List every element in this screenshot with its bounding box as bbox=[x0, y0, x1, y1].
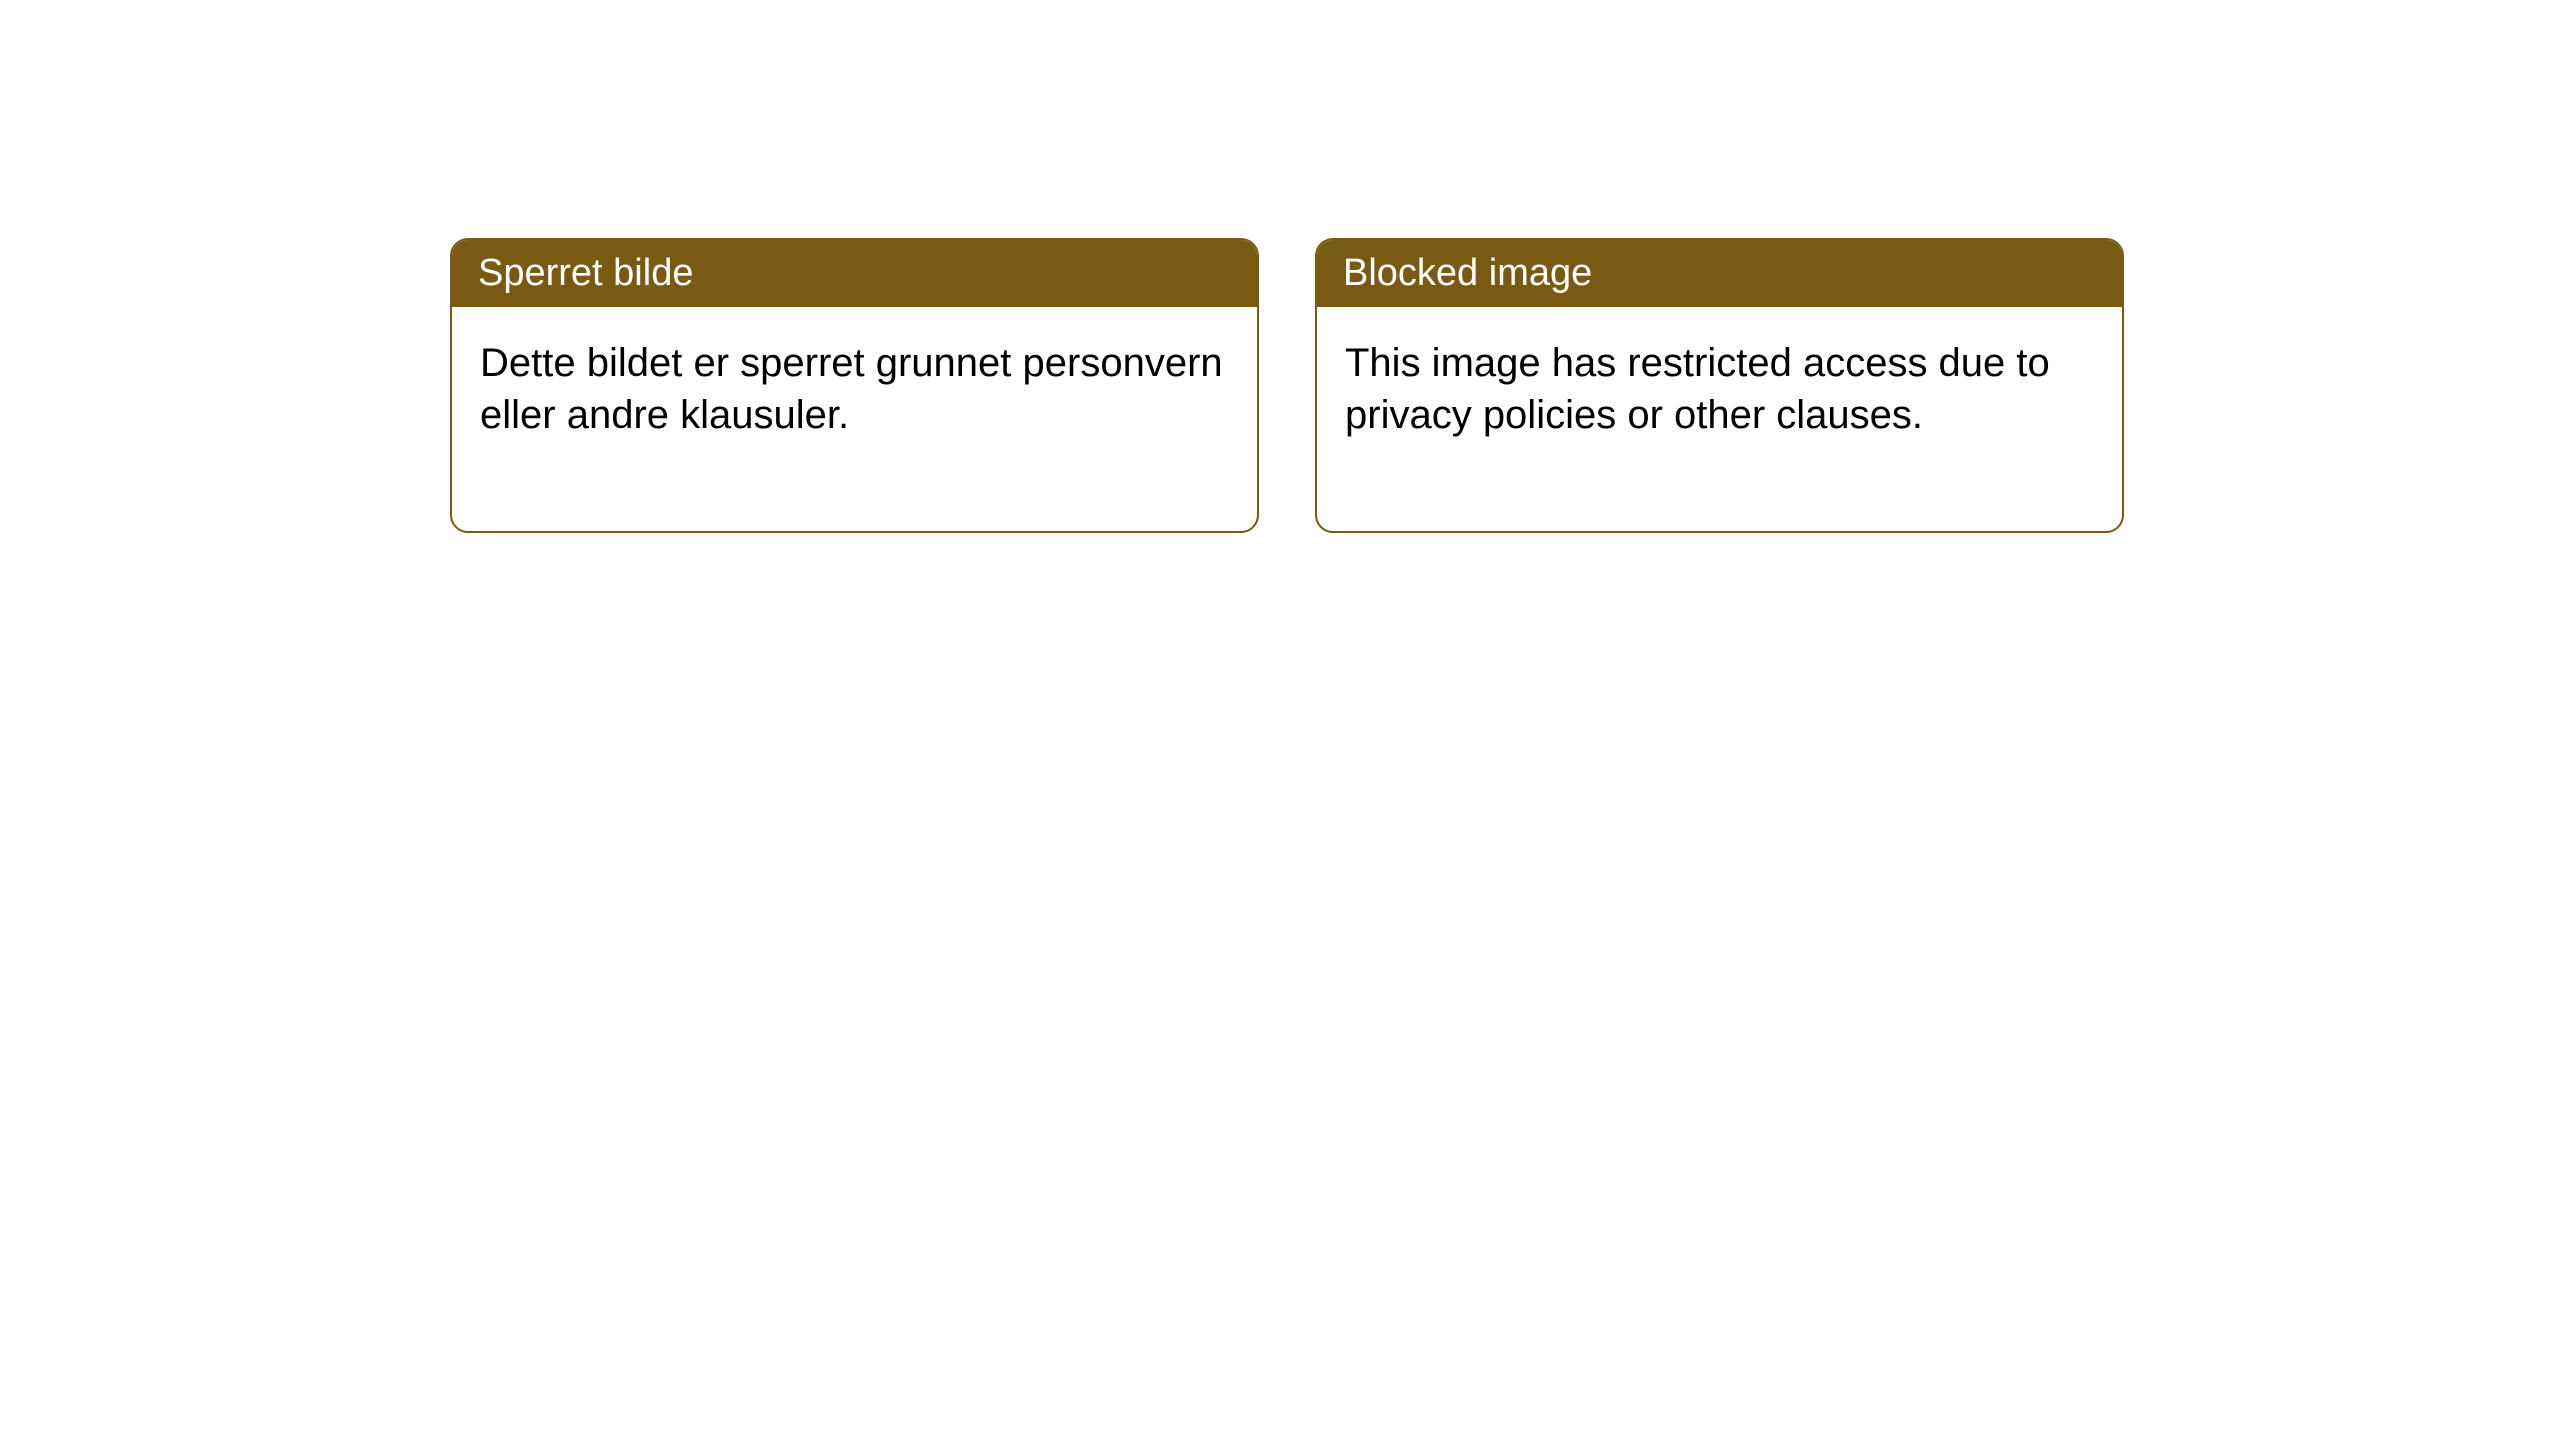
notice-title: Sperret bilde bbox=[478, 252, 693, 294]
notice-header: Blocked image bbox=[1317, 240, 2122, 307]
notice-body: This image has restricted access due to … bbox=[1317, 307, 2122, 531]
notice-container: Sperret bilde Dette bildet er sperret gr… bbox=[450, 238, 2124, 533]
notice-body: Dette bildet er sperret grunnet personve… bbox=[452, 307, 1257, 531]
notice-body-text: Dette bildet er sperret grunnet personve… bbox=[480, 341, 1223, 437]
notice-card-english: Blocked image This image has restricted … bbox=[1315, 238, 2124, 533]
notice-title: Blocked image bbox=[1343, 252, 1592, 294]
notice-header: Sperret bilde bbox=[452, 240, 1257, 307]
notice-card-norwegian: Sperret bilde Dette bildet er sperret gr… bbox=[450, 238, 1259, 533]
notice-body-text: This image has restricted access due to … bbox=[1345, 341, 2050, 437]
